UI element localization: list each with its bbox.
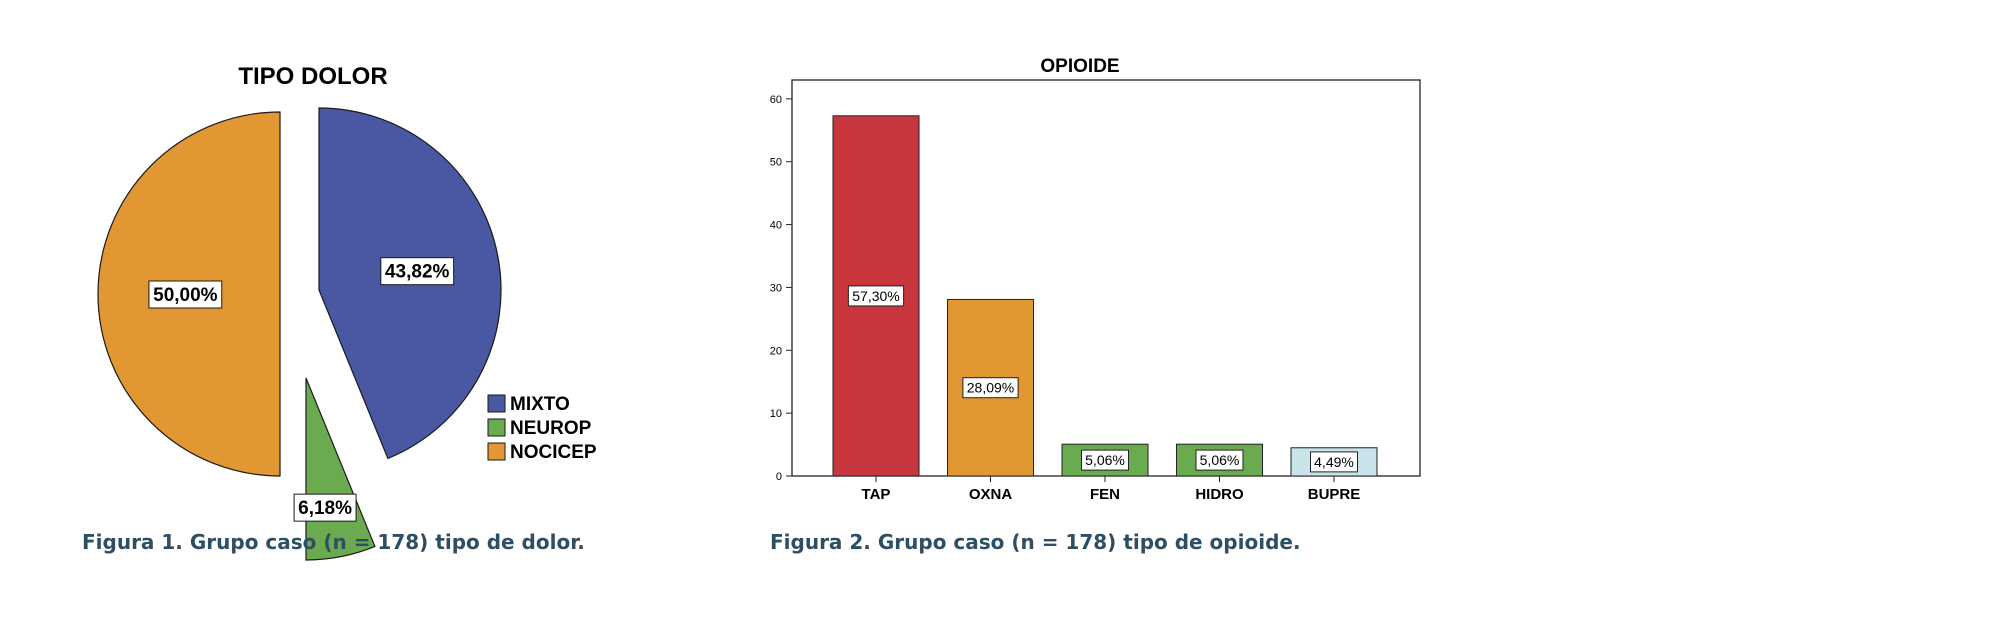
figure-2-caption: Figura 2. Grupo caso (n = 178) tipo de o… [770,530,1301,554]
legend-item-neurop: NEUROP [487,418,592,439]
pie-data-label-text: 6,18% [298,498,352,519]
x-tick-label-hidro: HIDRO [1195,486,1244,503]
bar-chart: OPIOIDE 0 10 20 30 40 50 60 57,30% 28,09% 5,06% 5… [770,56,1421,503]
bar-data-label-box [847,285,905,307]
pie-data-label-box [380,257,455,286]
bar-data-label-text: 28,09% [967,380,1014,396]
legend-swatch [487,394,506,413]
figure-1-caption: Figura 1. Grupo caso (n = 178) tipo de d… [82,530,585,554]
y-tick-label: 20 [770,345,782,357]
bar-data-label-tap: 57,30% [847,285,905,307]
bar-chart-title: OPIOIDE [1040,56,1119,77]
bar-data-label-text: 5,06% [1085,452,1125,468]
y-tick-label: 0 [776,471,782,483]
pie-data-label-text: 43,82% [385,262,450,283]
y-tick-label: 30 [770,282,782,294]
legend-item-mixto: MIXTO [487,394,570,415]
bar-data-label-bupre: 4,49% [1310,451,1358,473]
x-tick-label-bupre: BUPRE [1308,486,1361,503]
bar-data-label-box [1081,449,1129,471]
bar-data-label-box [962,377,1019,399]
y-tick-label: 40 [770,220,782,232]
figure-1: TIPO DOLOR 43,82% 6,18% 50,00% MIXTO NEUROP… [0,0,700,630]
pie-data-label-box [148,280,223,309]
bar-data-label-text: 57,30% [852,288,899,304]
bar-data-label-text: 5,06% [1200,452,1240,468]
legend-label: NEUROP [510,418,592,439]
pie-data-label-mixto: 43,82% [380,257,455,286]
x-tick-label-fen: FEN [1090,486,1120,503]
bar-data-label-text: 4,49% [1314,454,1354,470]
bar-data-label-box [1195,449,1244,471]
legend-item-nocicep: NOCICEP [487,442,597,463]
bar-data-label-hidro: 5,06% [1195,449,1244,471]
bar-data-label-oxna: 28,09% [962,377,1019,399]
pie-chart-title: TIPO DOLOR [238,63,387,90]
x-tick-label-oxna: OXNA [969,486,1013,503]
y-tick-label: 50 [770,157,782,169]
pie-data-label-nocicep: 50,00% [148,280,223,309]
x-tick-label-tap: TAP [862,486,891,503]
legend-label: NOCICEP [510,442,597,463]
legend-swatch [487,418,506,437]
y-tick-label: 10 [770,408,782,420]
legend-swatch [487,442,506,461]
legend-label: MIXTO [510,394,570,415]
pie-chart: TIPO DOLOR 43,82% 6,18% 50,00% MIXTO NEUROP… [97,63,597,561]
bar-data-label-fen: 5,06% [1081,449,1129,471]
bar-data-label-box [1310,451,1358,473]
pie-data-label-neurop: 6,18% [293,493,357,522]
pie-data-label-box [293,493,357,522]
pie-data-label-text: 50,00% [153,285,218,306]
figure-2: OPIOIDE 0 10 20 30 40 50 60 57,30% 28,09% 5,06% 5… [700,0,1500,630]
y-tick-label: 60 [770,94,782,106]
